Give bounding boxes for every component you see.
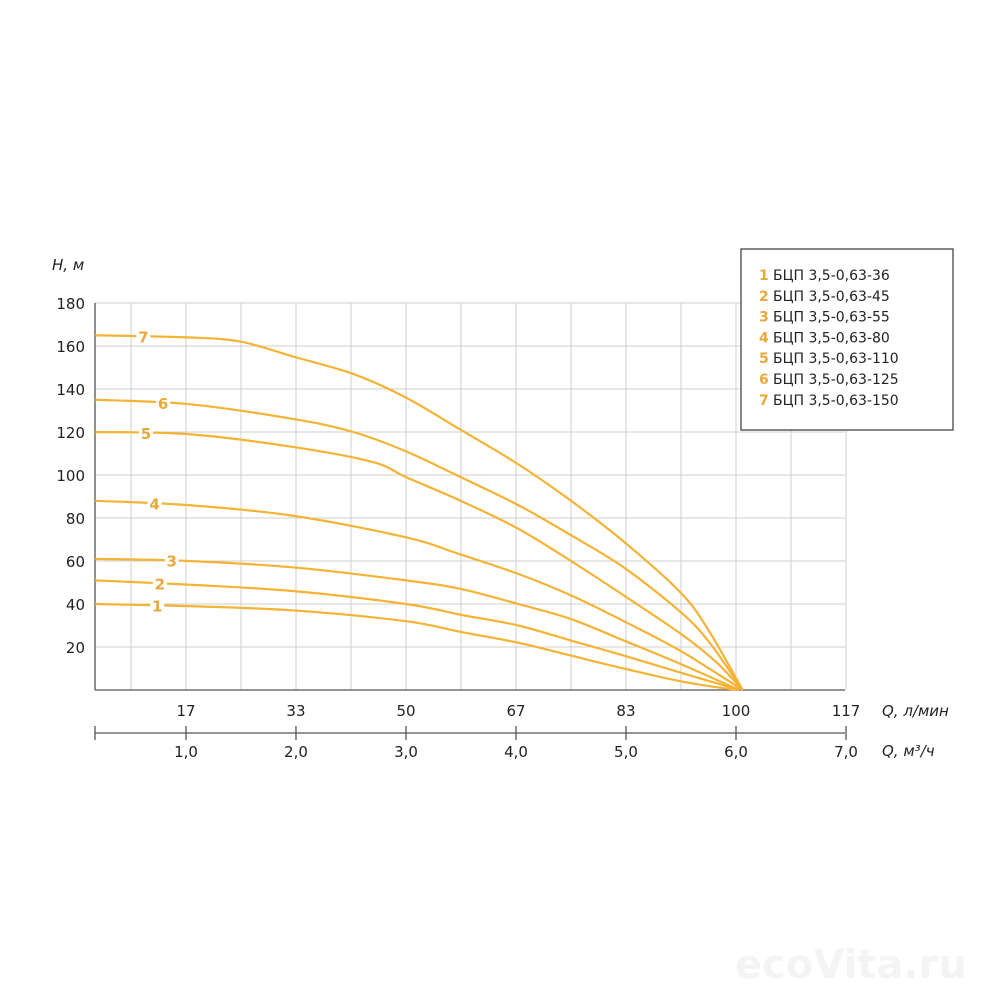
- curve-label-bg: [147, 494, 162, 513]
- x-axis-label: Q, л/мин: [882, 702, 949, 720]
- legend-number-4: 4: [759, 330, 769, 346]
- curve-label-bg: [164, 551, 179, 570]
- curve-label-5: 5: [141, 425, 151, 443]
- legend-entry-1: БЦП 3,5-0,63-36: [773, 268, 890, 284]
- y-tick-label: 100: [56, 467, 85, 485]
- y-tick-label: 80: [66, 510, 85, 528]
- curve-label-bg: [156, 393, 171, 412]
- x2-tick-label: 4,0: [504, 743, 528, 761]
- watermark: ecoVita.ru: [735, 942, 967, 988]
- legend: 1 БЦП 3,5-0,63-362 БЦП 3,5-0,63-453 БЦП 3,5…: [740, 248, 954, 431]
- x-tick-labels: 17 33 50 67 83 100 117 1,0 2,0 3,0 4,0 5,0 6,0 7,0: [174, 702, 860, 761]
- legend-number-2: 2: [759, 289, 769, 305]
- x-tick-label: 117: [832, 702, 861, 720]
- curve-label-3: 3: [166, 553, 176, 571]
- y-axis-label: H, м: [52, 256, 84, 274]
- x2-tick-label: 2,0: [284, 743, 308, 761]
- curve-label-6: 6: [158, 395, 168, 413]
- legend-entry-3: БЦП 3,5-0,63-55: [773, 310, 890, 326]
- legend-number-7: 7: [759, 393, 769, 409]
- legend-entry-5: БЦП 3,5-0,63-110: [773, 351, 899, 367]
- axes: [94, 303, 847, 740]
- curve-label-7: 7: [138, 328, 148, 346]
- curves: 1 23 4 56 7: [95, 327, 744, 692]
- x-tick-label: 67: [506, 702, 525, 720]
- curve-label-bg: [138, 424, 153, 443]
- curve-label-2: 2: [155, 575, 165, 593]
- y-tick-label: 180: [56, 295, 85, 313]
- curve-6: [95, 398, 744, 691]
- y-tick-label: 60: [66, 553, 85, 571]
- curve-label-1: 1: [152, 597, 162, 615]
- legend-number-3: 3: [759, 310, 769, 326]
- x-tick-label: 50: [396, 702, 415, 720]
- curve-label-bg: [152, 574, 167, 593]
- curve-4: [95, 499, 744, 691]
- curve-2: [95, 579, 740, 692]
- y-tick-label: 20: [66, 639, 85, 657]
- curve-5: [95, 430, 744, 691]
- y-tick-label: 160: [56, 338, 85, 356]
- curve-7: [95, 334, 744, 691]
- x2-tick-label: 6,0: [724, 743, 748, 761]
- x-tick-label: 83: [616, 702, 635, 720]
- legend-entry-6: БЦП 3,5-0,63-125: [773, 372, 899, 388]
- curve-1: [95, 602, 737, 692]
- x-tick-label: 33: [286, 702, 305, 720]
- grid: [95, 302, 847, 690]
- legend-entry-2: БЦП 3,5-0,63-45: [773, 289, 890, 305]
- legend-entry-4: БЦП 3,5-0,63-80: [773, 330, 890, 346]
- y-tick-labels: 20 40 60 80 100 120 140 160 180: [56, 295, 85, 657]
- legend-entry-7: БЦП 3,5-0,63-150: [773, 393, 899, 409]
- x-axis-label-2: Q, м³/ч: [882, 742, 935, 760]
- x-tick-label: 17: [176, 702, 195, 720]
- y-tick-label: 140: [56, 381, 85, 399]
- legend-number-1: 1: [759, 268, 769, 284]
- y-tick-label: 40: [66, 596, 85, 614]
- curve-label-bg: [136, 327, 151, 346]
- curve-3: [95, 557, 740, 692]
- x2-tick-label: 7,0: [834, 743, 858, 761]
- x2-tick-label: 1,0: [174, 743, 198, 761]
- y-tick-label: 120: [56, 424, 85, 442]
- curve-label-4: 4: [149, 496, 159, 514]
- legend-number-5: 5: [759, 351, 769, 367]
- curve-label-bg: [150, 596, 165, 615]
- x2-tick-label: 3,0: [394, 743, 418, 761]
- x-tick-label: 100: [722, 702, 751, 720]
- legend-box: [740, 248, 954, 431]
- legend-number-6: 6: [759, 372, 769, 388]
- x2-tick-label: 5,0: [614, 743, 638, 761]
